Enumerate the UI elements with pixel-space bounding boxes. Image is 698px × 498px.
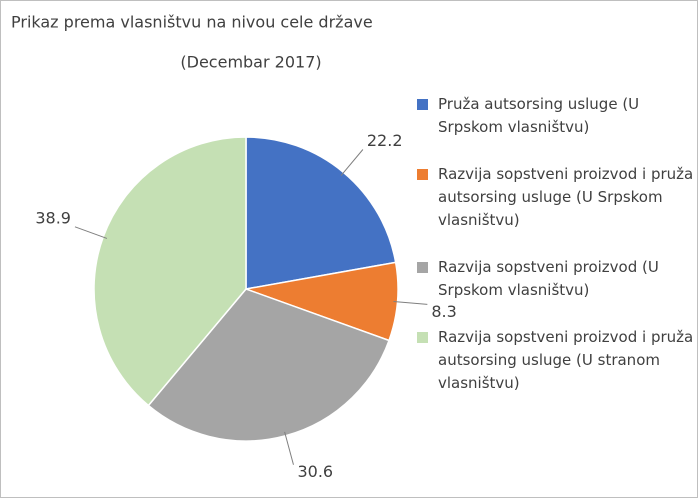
leader-line xyxy=(284,431,294,465)
legend-label: Razvija sopstveni proizvod (U Srpskom vl… xyxy=(438,258,659,299)
leader-line xyxy=(74,226,108,239)
legend-swatch xyxy=(417,262,428,273)
legend-swatch xyxy=(417,169,428,180)
legend: Pruža autsorsing usluge (U Srpskom vlasn… xyxy=(417,93,695,419)
data-label: 22.2 xyxy=(367,131,403,150)
data-label: 38.9 xyxy=(35,208,71,227)
legend-item: Razvija sopstveni proizvod (U Srpskom vl… xyxy=(417,256,695,302)
leader-line xyxy=(393,301,428,305)
legend-label: Pruža autsorsing usluge (U Srpskom vlasn… xyxy=(438,95,640,136)
data-label: 8.3 xyxy=(431,302,456,321)
legend-swatch xyxy=(417,332,428,343)
leader-line xyxy=(340,149,364,176)
chart-title: Prikaz prema vlasništvu na nivou cele dr… xyxy=(11,13,373,32)
chart-subtitle: (Decembar 2017) xyxy=(180,53,321,72)
legend-item: Razvija sopstveni proizvod i pruža autso… xyxy=(417,163,695,232)
legend-item: Razvija sopstveni proizvod i pruža autso… xyxy=(417,326,695,395)
legend-label: Razvija sopstveni proizvod i pruža autso… xyxy=(438,328,694,392)
legend-swatch xyxy=(417,99,428,110)
legend-item: Pruža autsorsing usluge (U Srpskom vlasn… xyxy=(417,93,695,139)
legend-label: Razvija sopstveni proizvod i pruža autso… xyxy=(438,165,694,229)
data-label: 30.6 xyxy=(297,462,333,481)
